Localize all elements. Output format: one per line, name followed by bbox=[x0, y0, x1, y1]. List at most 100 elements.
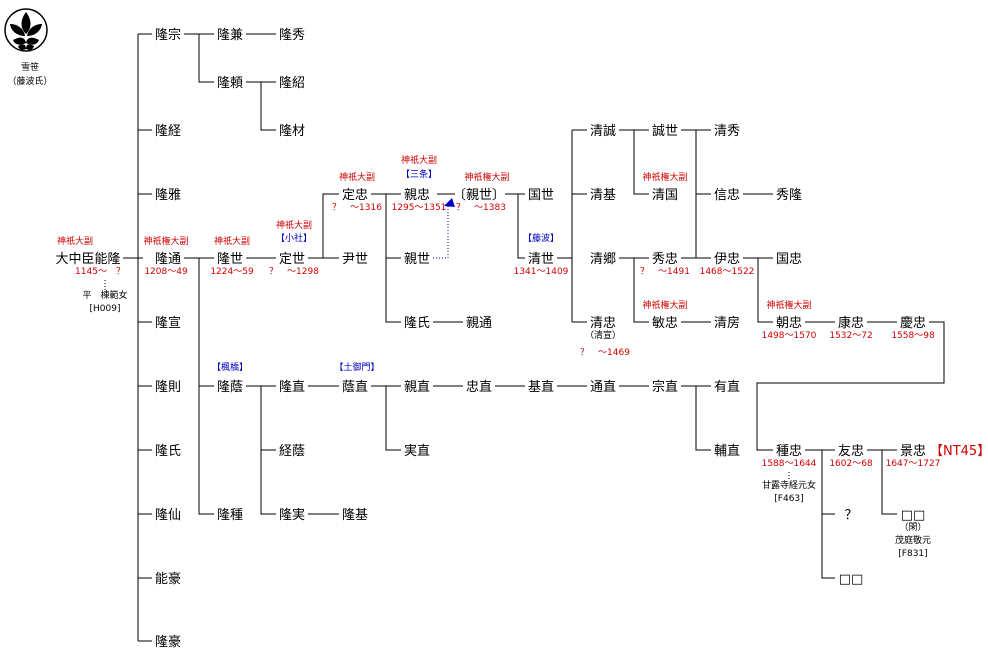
person-node-chikatada: 親忠 bbox=[404, 188, 430, 203]
person-node-kunitada: 国忠 bbox=[776, 252, 802, 267]
person-node-takamasa: 隆雅 bbox=[155, 188, 181, 203]
person-node-kiyofusa: 清房 bbox=[714, 315, 740, 331]
person-node-takamichi: 隆通 bbox=[155, 252, 181, 267]
person-node-tadanao: 忠直 bbox=[466, 380, 492, 395]
person-node-kuniyo: 国世 bbox=[528, 188, 554, 203]
rank-or-years-label: 神祇大副 bbox=[57, 235, 93, 247]
house-name-label: 【土御門】 bbox=[334, 361, 379, 373]
bamboo-leaf-crest-icon bbox=[4, 8, 48, 52]
rank-or-years-label: ？ ～1469 bbox=[580, 348, 630, 358]
person-node-chikanao: 親直 bbox=[404, 380, 430, 395]
rank-or-years-label: 1647～1727 bbox=[886, 459, 941, 469]
rank-or-years-label: 1588～1644 bbox=[762, 459, 817, 469]
person-node-takakane: 隆兼 bbox=[217, 28, 243, 43]
person-node-unknown_q: ？ bbox=[844, 508, 857, 523]
rank-or-years-label: 神祇大副 bbox=[214, 235, 250, 247]
crest-clan: （藤波氏） bbox=[7, 75, 52, 87]
rank-or-years-label: 1498～1570 bbox=[762, 331, 817, 341]
rank-or-years-label: 1295～1351 bbox=[392, 203, 447, 213]
person-node-toshitada: 敏忠 bbox=[652, 316, 678, 331]
rank-or-years-label: 神祇大副 bbox=[276, 219, 312, 231]
person-node-sukenao: 輔直 bbox=[714, 444, 740, 459]
person-node-takazane: 隆実 bbox=[279, 507, 305, 523]
person-node-kagetada: 景忠 bbox=[900, 444, 926, 459]
person-node-takanobu: 隆宣 bbox=[155, 315, 181, 331]
node-layer: 大中臣能隆 隆通隆宗隆経隆雅隆宣隆則隆氏隆仙能豪隆豪隆兼 隆秀隆頼 隆紹隆材隆世 定世尹… bbox=[55, 27, 926, 650]
crest-label: 雪笹 bbox=[21, 61, 39, 73]
rank-or-years-label: 神祇権大副 bbox=[143, 235, 188, 247]
person-node-kiyonobu: 清誠 bbox=[590, 124, 616, 139]
person-node-yasutada: 康忠 bbox=[838, 315, 864, 331]
rank-or-years-label: 神祇大副 bbox=[401, 154, 437, 166]
person-node-motonao: 基直 bbox=[528, 380, 554, 395]
person-node-michinao: 通直 bbox=[590, 380, 616, 395]
rank-or-years-label: 神祇権大副 bbox=[766, 299, 811, 311]
person-node-takauji2: 隆氏 bbox=[404, 316, 430, 331]
rank-or-years-label: ？ ～1316 bbox=[332, 203, 382, 213]
person-node-takahisa: 隆仙 bbox=[155, 508, 181, 523]
person-node-tanetada: 種忠 bbox=[776, 443, 802, 459]
person-node-yoshiie: 能豪 bbox=[155, 571, 181, 587]
rank-or-years-label: ？ ～1298 bbox=[269, 267, 319, 277]
person-node-chikamichi: 親通 bbox=[466, 316, 492, 331]
person-node-takamune: 隆宗 bbox=[155, 27, 181, 43]
note-label: 平 棟範女 bbox=[82, 289, 127, 301]
person-node-koretada: 伊忠 bbox=[714, 252, 740, 267]
rank-or-years-label: 1558～98 bbox=[891, 331, 935, 341]
connector-lines bbox=[104, 33, 945, 642]
person-node-takaie: 隆豪 bbox=[155, 634, 181, 650]
person-node-chikayo_b: 〔親世〕 bbox=[453, 188, 505, 203]
person-node-takatsugu: 隆紹 bbox=[279, 76, 305, 91]
person-node-takatane: 隆種 bbox=[217, 507, 243, 523]
person-node-keitada: 慶忠 bbox=[900, 316, 926, 331]
nt45-badge: 【NT45】 bbox=[930, 444, 988, 459]
note-label: [F463] bbox=[774, 494, 803, 504]
person-node-kiyosato: 清郷 bbox=[590, 252, 616, 267]
person-node-sanenao: 実直 bbox=[404, 443, 430, 459]
label-layer: 神祇大副 1145～ ？ 平 棟範女 [H009] 神祇権大副 1208～49 神祇大副 12… bbox=[57, 154, 940, 559]
house-name-label: 【楓橋】 bbox=[212, 361, 248, 373]
rank-or-years-label: 神祇大副 bbox=[339, 171, 375, 183]
person-node-takamoto: 隆基 bbox=[342, 508, 368, 523]
person-node-takaki: 隆材 bbox=[279, 124, 305, 139]
person-node-tsuneshige: 経蔭 bbox=[279, 444, 305, 459]
rank-or-years-label: 神祇権大副 bbox=[642, 299, 687, 311]
person-node-tomotada2: 友忠 bbox=[838, 443, 864, 459]
person-node-tadayo: 尹世 bbox=[342, 252, 368, 267]
person-node-takashige: 隆蔭 bbox=[217, 380, 243, 395]
person-node-hidetada: 秀忠 bbox=[652, 252, 678, 267]
person-node-takayoshi: 大中臣能隆 bbox=[55, 252, 120, 267]
note-label: [F831] bbox=[898, 549, 927, 559]
note-label: [H009] bbox=[90, 304, 121, 314]
note-label: （清宣） bbox=[585, 329, 621, 341]
person-node-arinao: 有直 bbox=[714, 380, 740, 395]
person-node-tomotada: 朝忠 bbox=[776, 316, 802, 331]
person-node-kiyohide: 清秀 bbox=[714, 124, 740, 139]
note-label: 茂庭敬元 bbox=[895, 534, 931, 546]
person-node-takatsune: 隆経 bbox=[155, 124, 181, 139]
rank-or-years-label: 1224～59 bbox=[210, 267, 254, 277]
arrow-icon bbox=[444, 198, 455, 207]
person-node-chikayo: 親世 bbox=[404, 252, 430, 267]
person-node-takauji: 隆氏 bbox=[155, 444, 181, 459]
note-label: （閑） bbox=[899, 522, 926, 533]
note-label: 甘露寺経元女 bbox=[762, 479, 816, 491]
person-node-munenao: 宗直 bbox=[652, 379, 678, 395]
rank-or-years-label: ？ ～1383 bbox=[456, 203, 506, 213]
person-node-sadatada: 定忠 bbox=[342, 188, 368, 203]
rank-or-years-label: 1341～1409 bbox=[514, 267, 569, 277]
rank-or-years-label: 1532～72 bbox=[829, 331, 872, 341]
person-node-takanori: 隆則 bbox=[155, 380, 181, 395]
rank-or-years-label: 1468～1522 bbox=[700, 267, 755, 277]
person-node-nobuyo: 誠世 bbox=[652, 124, 678, 139]
person-node-kiyomoto: 清基 bbox=[590, 188, 616, 203]
rank-or-years-label: 1602～68 bbox=[829, 459, 873, 469]
rank-or-years-label: 神祇権大副 bbox=[642, 171, 687, 183]
person-node-unknown_b1: □□ bbox=[901, 508, 926, 523]
rank-or-years-label: ？ ～1491 bbox=[640, 267, 690, 277]
person-node-kiyoyo: 清世 bbox=[528, 252, 554, 267]
person-node-kiyotada: 清忠 bbox=[590, 316, 616, 331]
rank-or-years-label: 神祇権大副 bbox=[464, 171, 509, 183]
person-node-takahide: 隆秀 bbox=[279, 28, 305, 43]
